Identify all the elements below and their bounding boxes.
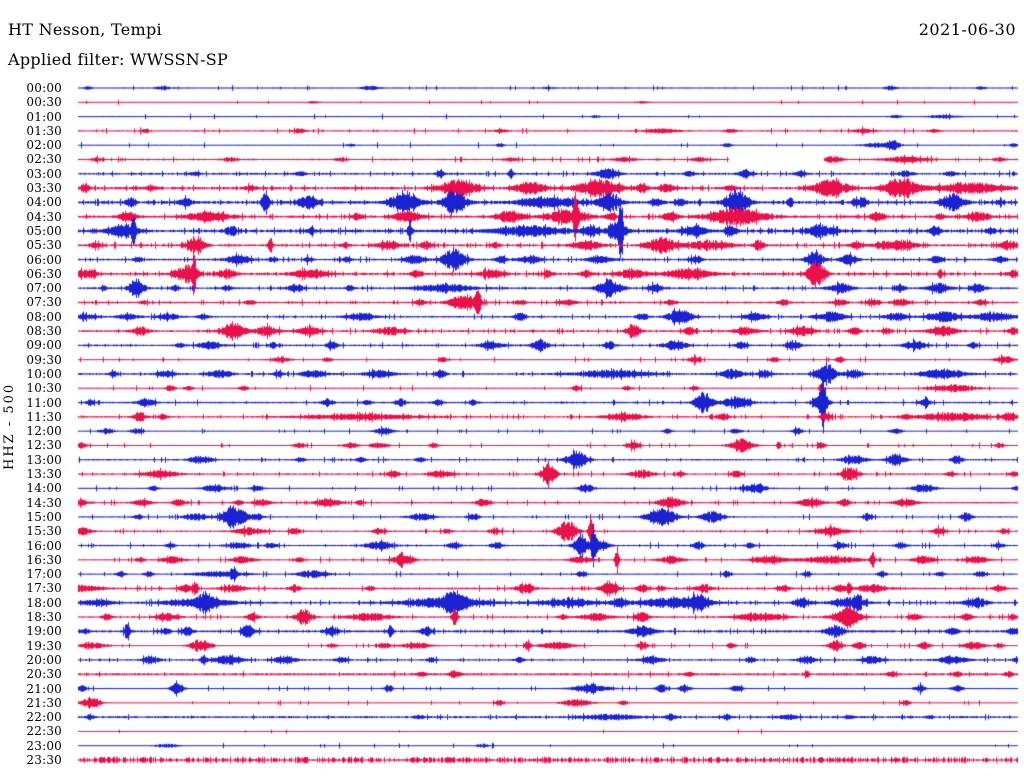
row-time-label: 14:00 xyxy=(26,481,62,496)
row-time-label: 07:00 xyxy=(26,281,62,296)
row-time-label: 04:30 xyxy=(26,209,62,224)
row-time-label: 09:30 xyxy=(26,352,62,367)
row-time-label: 00:30 xyxy=(26,95,62,110)
row-time-label: 10:00 xyxy=(26,366,62,381)
row-time-label: 03:30 xyxy=(26,181,62,196)
row-time-label: 13:30 xyxy=(26,467,62,482)
row-time-label: 00:00 xyxy=(26,81,62,95)
row-time-label: 15:00 xyxy=(26,509,62,524)
row-time-label: 12:00 xyxy=(26,424,62,439)
row-time-label: 08:00 xyxy=(26,309,62,324)
row-time-label: 07:30 xyxy=(26,295,62,310)
row-time-label: 17:00 xyxy=(26,567,62,582)
row-time-label: 15:30 xyxy=(26,524,62,539)
row-time-label: 14:30 xyxy=(26,495,62,510)
row-time-label: 17:30 xyxy=(26,581,62,596)
row-time-label: 05:00 xyxy=(26,223,62,238)
row-time-label: 21:30 xyxy=(26,695,62,710)
row-time-label: 02:30 xyxy=(26,152,62,167)
row-time-label: 18:30 xyxy=(26,610,62,625)
row-time-label: 06:30 xyxy=(26,266,62,281)
row-time-label: 13:00 xyxy=(26,452,62,467)
row-time-label: 23:00 xyxy=(26,738,62,753)
row-time-label: 12:30 xyxy=(26,438,62,453)
row-time-label: 19:30 xyxy=(26,638,62,653)
row-time-label: 04:00 xyxy=(26,195,62,210)
row-time-label: 02:00 xyxy=(26,138,62,153)
row-time-label: 11:00 xyxy=(26,395,62,410)
row-time-label: 08:30 xyxy=(26,324,62,339)
row-time-label: 06:00 xyxy=(26,252,62,267)
row-time-label: 21:00 xyxy=(26,681,62,696)
row-time-label: 16:00 xyxy=(26,538,62,553)
row-time-label: 01:00 xyxy=(26,109,62,124)
row-time-label: 20:30 xyxy=(26,667,62,682)
row-time-label: 18:00 xyxy=(26,595,62,610)
row-time-label: 19:00 xyxy=(26,624,62,639)
row-time-label: 22:00 xyxy=(26,710,62,725)
row-time-label: 01:30 xyxy=(26,123,62,138)
row-time-label: 03:00 xyxy=(26,166,62,181)
row-time-label: 11:30 xyxy=(26,409,62,424)
row-time-label: 10:30 xyxy=(26,381,62,396)
row-time-label: 20:00 xyxy=(26,652,62,667)
row-time-label: 16:30 xyxy=(26,552,62,567)
row-time-label: 05:30 xyxy=(26,238,62,253)
row-time-label: 22:30 xyxy=(26,724,62,739)
row-time-label: 23:30 xyxy=(26,753,62,767)
row-time-label: 09:00 xyxy=(26,338,62,353)
